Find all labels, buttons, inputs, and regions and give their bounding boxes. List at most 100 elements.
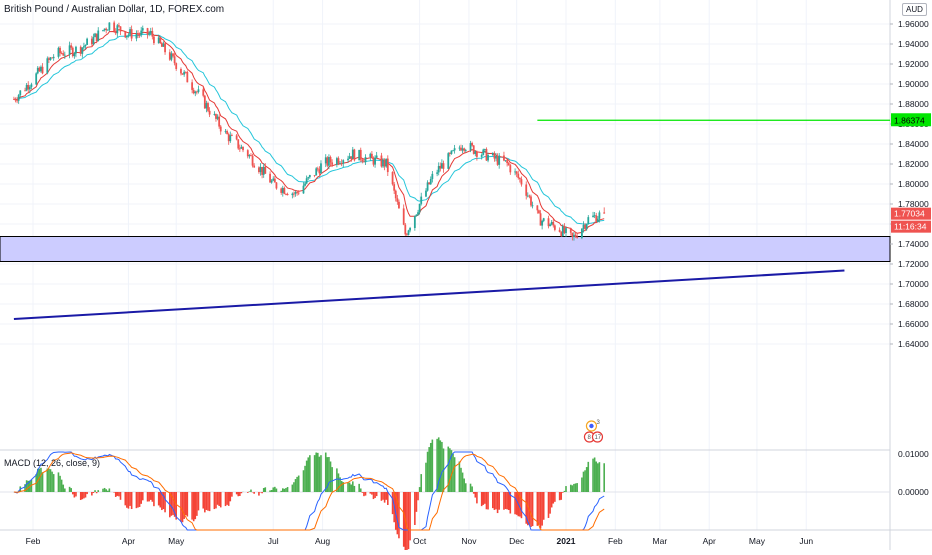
macd-histogram-bar <box>207 492 209 511</box>
macd-histogram-bar <box>406 492 408 550</box>
candle-body <box>70 45 72 47</box>
candle-body <box>58 48 60 57</box>
candle-body <box>519 178 521 179</box>
candle-body <box>417 212 419 214</box>
candle-body <box>540 213 542 225</box>
ma-slow-line <box>14 34 604 224</box>
candle-body <box>309 175 311 177</box>
macd-histogram-bar <box>409 492 411 540</box>
candle-body <box>463 148 465 150</box>
candle-body <box>416 215 418 216</box>
candle-body <box>50 58 52 60</box>
macd-histogram-bar <box>142 492 144 500</box>
candle-body <box>441 163 443 168</box>
macd-histogram-bar <box>136 492 138 508</box>
candle-body <box>573 235 575 237</box>
candle-body <box>318 169 320 173</box>
candle-body <box>427 182 429 190</box>
macd-histogram-bar <box>295 479 297 492</box>
candle-body <box>258 167 260 172</box>
candle-body <box>330 157 332 162</box>
macd-histogram-bar <box>258 492 260 496</box>
moving-averages <box>14 30 604 234</box>
candle-body <box>358 150 360 160</box>
currency-badge[interactable]: AUD <box>902 3 927 16</box>
candle-body <box>196 92 198 93</box>
macd-histogram-bar <box>403 492 405 547</box>
candle-body <box>253 166 255 168</box>
macd-histogram-bar <box>96 492 98 493</box>
macd-histogram-bar <box>603 463 605 492</box>
candle-body <box>594 215 596 216</box>
macd-histogram-bar <box>320 455 322 492</box>
macd-histogram-bar <box>371 492 373 495</box>
macd-histogram-bar <box>486 492 488 509</box>
candle-body <box>530 197 532 206</box>
macd-histogram-bar <box>552 492 554 504</box>
macd-histogram-bar <box>514 492 516 514</box>
countdown-label: 11:16:34 <box>894 222 927 232</box>
candle-body <box>283 188 285 194</box>
candle-body <box>425 191 427 197</box>
price-axis-label: 1.96000 <box>898 19 929 29</box>
macd-histogram-bar <box>564 491 566 492</box>
candle-body <box>225 131 227 132</box>
candle-body <box>325 157 327 163</box>
macd-histogram-bar <box>139 492 141 507</box>
candle-body <box>120 26 122 31</box>
macd-histogram-bar <box>280 491 282 492</box>
macd-histogram-bar <box>595 462 597 492</box>
candle-body <box>108 23 110 30</box>
macd-histogram-bar <box>126 492 128 508</box>
macd-histogram-bar <box>516 492 518 515</box>
candle-body <box>174 56 176 63</box>
candle-body <box>486 149 488 161</box>
macd-histogram-bar <box>117 492 119 496</box>
candle-body <box>381 156 383 167</box>
candle-body <box>26 85 28 91</box>
candle-body <box>560 232 562 236</box>
event-count: 17 <box>594 435 601 441</box>
macd-histogram-bar <box>586 467 588 492</box>
candle-body <box>529 196 531 197</box>
macd-histogram-bar <box>140 492 142 504</box>
support-zone-rect <box>0 237 890 262</box>
macd-histogram-bar <box>85 492 87 498</box>
macd-histogram-bar <box>540 492 542 529</box>
macd-histogram-bar <box>80 492 82 500</box>
candle-body <box>353 150 355 161</box>
candle-body <box>331 162 333 164</box>
candle-body <box>206 103 208 108</box>
candle-body <box>40 67 42 71</box>
macd-histogram-bar <box>306 461 308 492</box>
candle-body <box>447 153 449 169</box>
candle-body <box>392 172 394 184</box>
candle-body <box>543 218 545 221</box>
candle-body <box>360 150 362 160</box>
macd-histogram-bar <box>532 492 534 526</box>
candle-body <box>439 166 441 169</box>
macd-histogram-bar <box>314 455 316 492</box>
time-axis-label: Oct <box>413 536 427 546</box>
macd-axis-label: 0.01000 <box>898 449 929 459</box>
candle-body <box>471 143 473 145</box>
candle-body <box>361 160 363 162</box>
candle-body <box>94 34 96 38</box>
macd-histogram-bar <box>358 484 360 492</box>
candle-body <box>508 163 510 165</box>
macd-histogram-bar <box>328 457 330 492</box>
candle-body <box>376 156 378 158</box>
time-axis-label: Feb <box>26 536 41 546</box>
macd-histogram-bar <box>202 492 204 509</box>
macd-histogram-bar <box>416 492 418 512</box>
candle-body <box>53 57 55 58</box>
price-axis-label: 1.70000 <box>898 279 929 289</box>
candle-body <box>24 90 26 91</box>
candle-body <box>285 194 287 195</box>
candle-body <box>136 34 138 39</box>
candle-body <box>207 103 209 111</box>
candle-body <box>85 45 87 46</box>
time-axis-label: Jul <box>268 536 279 546</box>
macd-histogram-bar <box>194 492 196 519</box>
